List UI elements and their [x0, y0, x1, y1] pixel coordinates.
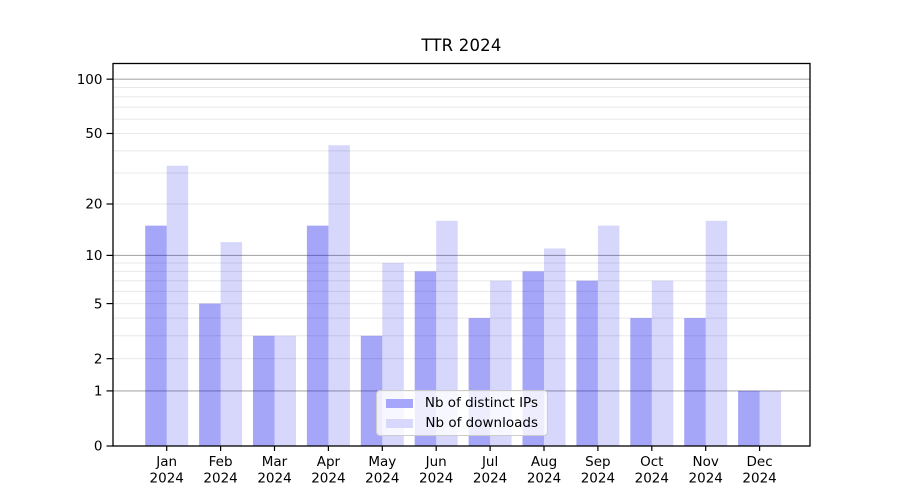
- x-tick-label-month: Apr: [317, 454, 341, 470]
- y-tick-label: 2: [94, 351, 103, 367]
- y-tick-label: 5: [94, 296, 103, 312]
- bar-distinct-ips-feb: [199, 303, 221, 446]
- y-tick-label: 0: [94, 439, 103, 455]
- legend-item-downloads: Nb of downloads: [386, 415, 538, 431]
- x-tick-label-year: 2024: [635, 471, 669, 487]
- y-tick-label: 20: [85, 197, 102, 213]
- legend-swatch-downloads: [386, 418, 413, 428]
- y-tick-label: 10: [85, 248, 102, 264]
- x-tick-label-year: 2024: [150, 471, 184, 487]
- bar-downloads-feb: [220, 242, 243, 446]
- bar-downloads-aug: [544, 248, 566, 446]
- chart-title: TTR 2024: [421, 36, 502, 55]
- bar-distinct-ips-nov: [684, 318, 706, 446]
- bar-downloads-jan: [166, 165, 189, 446]
- x-tick-label-month: Dec: [747, 454, 773, 470]
- x-tick-label-year: 2024: [203, 471, 237, 487]
- x-tick-label-year: 2024: [473, 471, 507, 487]
- bar-downloads-sep: [597, 225, 620, 446]
- x-tick-label-month: Feb: [209, 454, 233, 470]
- bar-downloads-mar: [274, 335, 296, 446]
- x-tick-label-year: 2024: [257, 471, 291, 487]
- x-tick-label-month: Mar: [262, 454, 288, 470]
- bar-distinct-ips-oct: [630, 318, 652, 446]
- bar-distinct-ips-jan: [145, 225, 167, 446]
- plot-border: [112, 62, 811, 447]
- bar-downloads-apr: [328, 145, 350, 446]
- x-tick-label-year: 2024: [419, 471, 453, 487]
- x-tick-label-month: Jan: [155, 454, 177, 470]
- bar-distinct-ips-dec: [738, 390, 760, 446]
- legend: Nb of distinct IPs Nb of downloads: [376, 390, 548, 436]
- bar-distinct-ips-mar: [253, 335, 275, 446]
- x-tick-label-month: May: [368, 454, 396, 470]
- legend-label-downloads: Nb of downloads: [425, 415, 538, 431]
- x-tick-label-year: 2024: [742, 471, 776, 487]
- x-tick-label-year: 2024: [311, 471, 345, 487]
- bar-downloads-jun: [436, 220, 458, 446]
- bar-downloads-nov: [705, 220, 728, 446]
- x-tick-label-year: 2024: [365, 471, 399, 487]
- legend-swatch-distinct-ips: [386, 398, 413, 408]
- x-tick-label-year: 2024: [689, 471, 723, 487]
- y-tick-label: 1: [94, 384, 103, 400]
- legend-item-distinct-ips: Nb of distinct IPs: [386, 395, 538, 411]
- y-tick-label: 100: [77, 72, 103, 88]
- x-tick-label-month: Jun: [425, 454, 447, 470]
- x-tick-label-year: 2024: [581, 471, 615, 487]
- x-tick-label-year: 2024: [527, 471, 561, 487]
- legend-label-distinct-ips: Nb of distinct IPs: [424, 395, 538, 411]
- x-tick-label-month: Sep: [585, 454, 610, 470]
- x-tick-label-month: Oct: [640, 454, 663, 470]
- bar-downloads-oct: [651, 280, 674, 446]
- bar-downloads-dec: [759, 390, 782, 446]
- x-tick-label-month: Jul: [481, 454, 498, 470]
- y-tick-label: 50: [85, 126, 102, 142]
- x-tick-label-month: Nov: [693, 454, 719, 470]
- bar-distinct-ips-apr: [306, 225, 329, 446]
- bar-distinct-ips-sep: [576, 280, 598, 446]
- x-tick-label-month: Aug: [531, 454, 557, 470]
